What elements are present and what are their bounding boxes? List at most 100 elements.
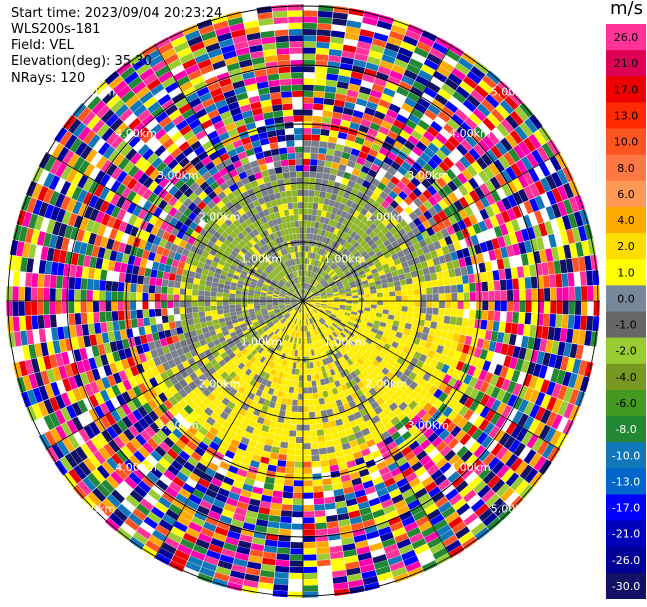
ppi-gate [473,462,487,476]
ppi-gate [327,527,340,535]
ppi-gate [443,433,455,445]
ppi-gate [311,240,316,247]
ppi-gate [411,227,421,236]
ppi-gate [455,360,465,372]
ppi-gate [329,130,339,138]
ppi-gate [404,322,412,330]
ppi-gate [338,289,346,294]
ppi-gate [204,306,211,312]
ppi-gate [514,461,529,476]
ppi-gate [592,316,600,332]
ppi-gate [443,315,451,324]
ppi-gate [305,245,309,252]
ppi-gate [154,293,161,301]
ppi-gate [423,391,433,402]
ppi-gate [519,289,526,301]
ppi-gate [581,345,590,361]
ppi-gate [49,275,57,289]
ppi-gate [419,307,427,314]
ppi-gate [426,81,441,94]
ppi-gate [360,165,370,175]
ppi-gate [223,308,230,314]
ppi-gate [303,461,312,468]
ppi-gate [336,314,344,319]
ppi-gate [402,186,412,196]
ppi-gate [514,106,529,122]
ppi-gate [336,316,343,321]
ppi-gate [593,301,600,316]
ppi-gate [473,415,485,428]
ppi-gate [266,432,275,440]
ppi-gate [581,286,588,301]
ppi-gate [440,172,452,184]
ppi-gate [540,394,552,409]
ppi-gate [443,384,453,395]
ppi-gate [359,185,368,194]
ppi-gate [540,409,552,424]
ppi-gate [427,406,438,417]
ppi-gate [482,301,489,311]
ppi-gate [506,344,515,357]
ppi-gate [458,196,469,208]
ppi-gate [148,301,155,310]
ppi-gate [500,290,507,301]
ppi-gate [363,328,371,335]
ppi-gate [423,58,439,71]
ppi-gate [353,218,361,226]
ppi-gate [303,84,314,91]
ppi-gate [368,315,376,320]
ppi-gate [303,474,313,481]
ppi-gate [365,270,372,277]
ppi-gate [433,388,443,399]
ppi-gate [363,267,371,274]
ppi-gate [130,301,137,311]
ppi-gate [575,344,584,360]
ppi-gate [418,254,427,263]
ppi-gate [299,368,303,375]
ppi-gate [314,266,318,273]
ppi-gate [285,404,292,412]
ppi-gate [354,136,365,145]
ppi-gate [290,548,303,555]
ppi-gate [325,211,332,219]
ppi-gate [497,236,506,248]
ppi-gate [523,200,534,215]
ppi-gate [528,168,540,183]
ppi-gate [333,305,340,309]
ppi-gate [484,261,493,272]
ppi-gate [463,408,474,421]
ppi-gate [339,332,347,338]
ppi-gate [469,130,482,144]
ppi-gate [420,229,430,239]
ppi-gate [510,219,521,232]
ppi-gate [283,485,294,493]
ppi-gate [349,238,357,246]
ppi-gate [350,71,364,80]
ppi-gate [475,310,482,320]
ppi-gate [528,212,538,226]
ppi-gate [581,301,588,316]
ppi-gate [438,337,447,347]
ppi-gate [473,173,485,187]
ppi-gate [563,182,574,199]
ppi-gate [435,149,447,161]
ppi-gate [333,275,340,281]
ppi-gate [204,296,211,301]
ppi-gate [321,316,327,322]
ppi-gate [509,110,524,126]
ppi-gate [369,371,378,379]
ppi-gate [452,259,460,269]
ppi-gate [518,385,528,399]
ppi-gate [554,152,568,169]
ppi-gate [143,276,151,285]
ppi-gate [399,210,409,220]
ppi-gate [385,204,395,214]
ppi-gate [346,342,354,349]
ppi-gate [483,218,494,230]
ppi-gate [411,52,426,64]
ppi-gate [383,267,391,275]
ppi-gate [344,270,351,277]
ppi-gate [469,301,476,310]
ppi-gate [567,314,575,329]
ppi-gate [365,154,376,164]
